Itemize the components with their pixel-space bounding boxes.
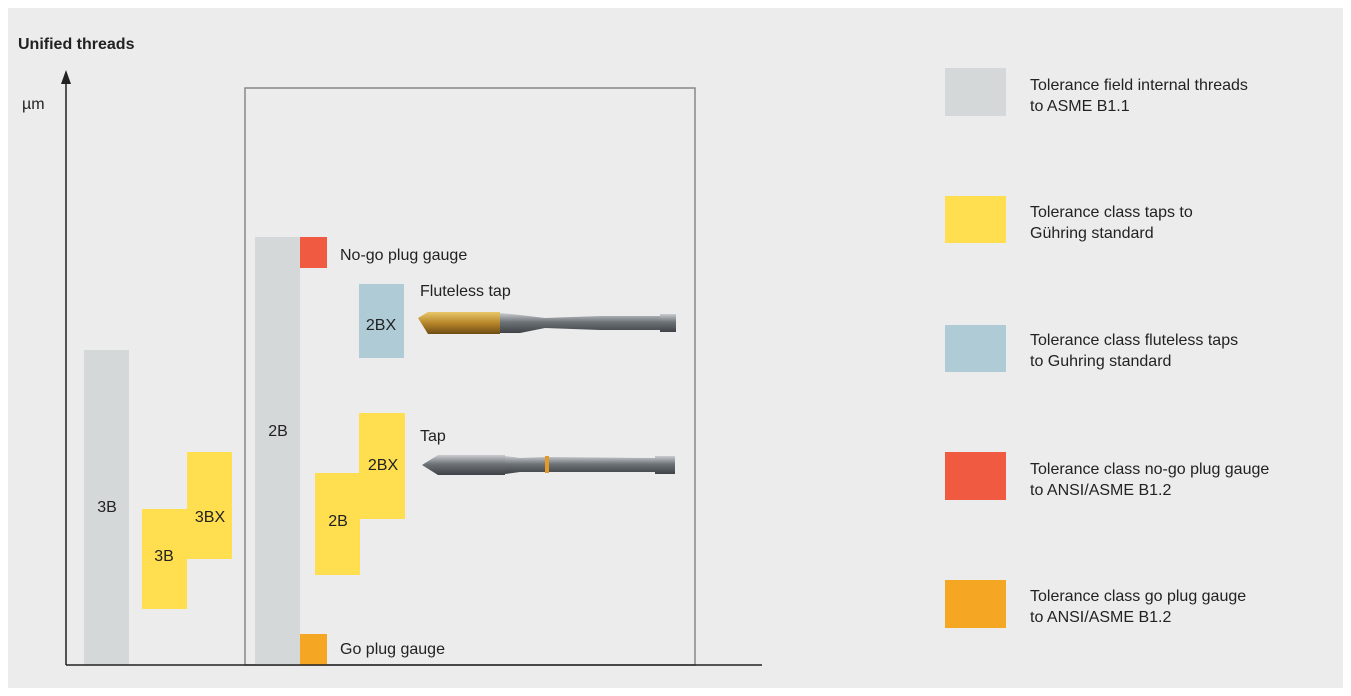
legend-text: Tolerance class taps to (1030, 204, 1193, 221)
fluteless-tap-image (418, 312, 676, 334)
panel (8, 8, 1343, 688)
field-label: 3B (97, 499, 117, 516)
legend-text: Tolerance class go plug gauge (1030, 588, 1246, 605)
field-bar (359, 413, 405, 519)
callout: Go plug gauge (340, 641, 445, 658)
field-label: 2B (328, 513, 348, 530)
field-label: 3B (154, 548, 174, 565)
callout: Fluteless tap (420, 283, 511, 300)
field-bar (142, 509, 187, 609)
legend-text: to ANSI/ASME B1.2 (1030, 482, 1172, 499)
field-label: 2B (268, 423, 288, 440)
tap-image (422, 455, 675, 475)
field-bar (315, 473, 360, 575)
legend-swatch (945, 68, 1006, 116)
field-bar (187, 452, 232, 559)
legend-swatch (945, 196, 1006, 243)
callout: Tap (420, 428, 446, 445)
field-bar (359, 284, 404, 358)
axis-label: µm (22, 96, 45, 113)
legend-text: Tolerance class no-go plug gauge (1030, 461, 1269, 478)
callout: No-go plug gauge (340, 247, 467, 264)
legend-text: Tolerance field internal threads (1030, 77, 1248, 94)
legend-text: to ASME B1.1 (1030, 98, 1130, 115)
legend-text: Tolerance class fluteless taps (1030, 332, 1238, 349)
axis-arrow (61, 70, 71, 84)
field-label: 2BX (366, 317, 397, 334)
field-bar (255, 237, 300, 665)
legend-text: Gühring standard (1030, 225, 1154, 242)
legend-swatch (945, 325, 1006, 372)
legend-swatch (945, 452, 1006, 500)
go-marker (300, 634, 327, 665)
no-go-marker (300, 237, 327, 268)
title: Unified threads (18, 36, 135, 53)
field-bar (84, 350, 129, 665)
field-label: 3BX (195, 509, 226, 526)
legend-text: to ANSI/ASME B1.2 (1030, 609, 1172, 626)
field-label: 2BX (368, 457, 399, 474)
legend-swatch (945, 580, 1006, 628)
legend-text: to Guhring standard (1030, 353, 1171, 370)
